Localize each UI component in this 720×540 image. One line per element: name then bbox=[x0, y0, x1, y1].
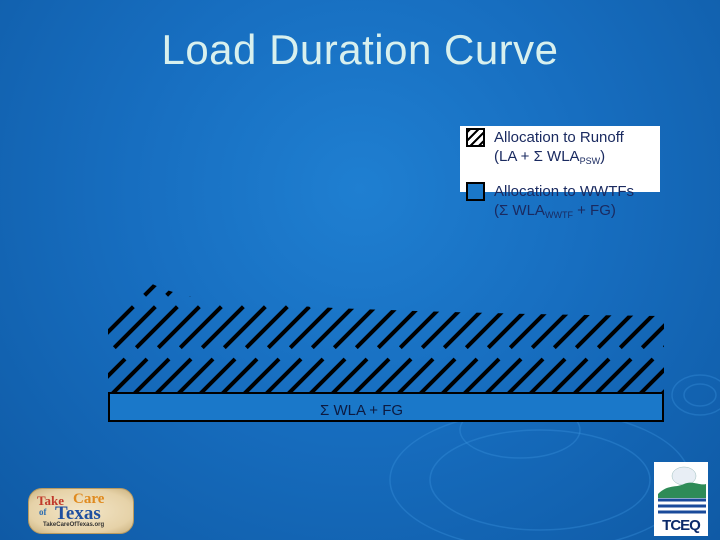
hatch-line bbox=[346, 236, 530, 392]
hatch-line bbox=[434, 236, 618, 392]
hatch-line bbox=[108, 236, 222, 392]
legend-box bbox=[460, 126, 660, 192]
hatch-line bbox=[700, 220, 720, 400]
hatch-line bbox=[126, 236, 310, 392]
legend-runoff-line2: (LA + Σ WLAPSW) bbox=[494, 148, 606, 166]
hatch-line bbox=[522, 236, 664, 392]
solid-swatch-icon bbox=[466, 182, 485, 201]
hatched-swatch-icon bbox=[466, 128, 485, 147]
hatch-line bbox=[192, 236, 376, 392]
hatch-line bbox=[678, 220, 720, 400]
hatch-line bbox=[588, 236, 664, 392]
legend-wwtf-line1: Allocation to WWTFs bbox=[494, 183, 635, 200]
wla-band-label: Σ WLA + FG bbox=[320, 402, 404, 419]
hatch-line bbox=[236, 236, 420, 392]
hatch-line bbox=[412, 236, 596, 392]
hatch-line bbox=[632, 236, 664, 392]
hatch-line bbox=[478, 236, 662, 392]
legend-wwtf-label: Allocation to WWTFs (Σ WLAWWTF + FG) bbox=[494, 182, 634, 225]
hatch-line bbox=[148, 236, 332, 392]
hatch-line bbox=[214, 236, 398, 392]
hatch-line bbox=[390, 236, 574, 392]
slide-title: Load Duration Curve bbox=[161, 26, 559, 73]
legend-runoff-label: Allocation to Runoff (LA + Σ WLAPSW) bbox=[494, 128, 624, 171]
wla-allocation-band bbox=[108, 392, 664, 422]
hatch-line bbox=[566, 236, 664, 392]
hatch-line bbox=[108, 236, 244, 392]
tceq-emblem-icon bbox=[658, 466, 706, 514]
hatch-line bbox=[302, 236, 486, 392]
hatch-line bbox=[544, 236, 664, 392]
hatch-line bbox=[654, 236, 664, 392]
legend-wwtf-line2: (Σ WLAWWTF + FG) bbox=[494, 202, 616, 220]
hatch-line bbox=[280, 236, 464, 392]
tceq-text: TCEQ bbox=[662, 517, 701, 534]
legend-runoff-line1: Allocation to Runoff bbox=[494, 129, 624, 146]
hatch-line bbox=[500, 236, 664, 392]
tceq-logo: TCEQ bbox=[654, 462, 708, 536]
hatch-line bbox=[108, 236, 266, 392]
hatch-line bbox=[324, 236, 508, 392]
hatch-line bbox=[108, 236, 288, 392]
take-care-of-texas-logo: Take Care of Texas TakeCareOfTexas.org bbox=[28, 488, 134, 534]
hatch-line bbox=[368, 236, 552, 392]
hatch-lines bbox=[108, 220, 720, 400]
hatch-line bbox=[456, 236, 640, 392]
hatch-line bbox=[258, 236, 442, 392]
hatch-line bbox=[170, 236, 354, 392]
hatch-line bbox=[610, 236, 664, 392]
